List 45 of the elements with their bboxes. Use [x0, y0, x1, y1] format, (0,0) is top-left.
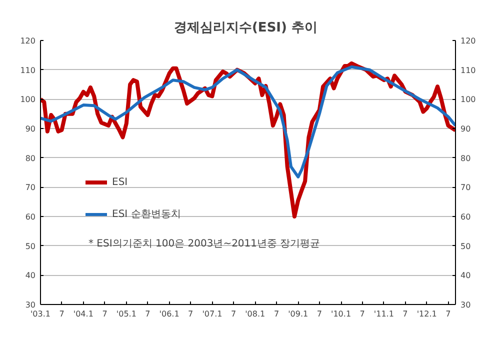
- y2-tick-label: 80: [460, 154, 471, 163]
- y-tick-label: 120: [20, 36, 36, 46]
- y2-tick-label: 50: [460, 242, 471, 251]
- x-tick-label: '10.1: [331, 310, 352, 318]
- x-tick-label: 7: [59, 310, 64, 318]
- y-tick-label: 70: [25, 183, 36, 192]
- x-tick-label: '11.1: [374, 310, 394, 318]
- y2-tick-label: 70: [460, 183, 471, 192]
- x-tick-label: '05.1: [116, 310, 136, 318]
- x-tick-label: 7: [274, 310, 280, 318]
- y-tick-label: 40: [25, 271, 36, 280]
- y-tick-label: 100: [20, 95, 36, 104]
- y2-tick-label: 90: [460, 124, 471, 134]
- y2-tick-label: 30: [460, 300, 471, 310]
- legend-label: ESI 순환변동치: [112, 208, 181, 221]
- legend-label: ESI: [112, 176, 129, 188]
- x-tick-label: 7: [446, 310, 451, 318]
- y-tick-label: 110: [20, 66, 36, 75]
- y-tick-label: 50: [25, 242, 36, 251]
- x-tick-label: '08.1: [245, 310, 266, 318]
- y2-tick-label: 120: [460, 36, 476, 46]
- y-tick-label: 30: [25, 300, 36, 310]
- x-tick-label: '09.1: [288, 310, 308, 318]
- x-tick-label: 7: [230, 310, 236, 318]
- x-tick-label: 7: [360, 310, 365, 318]
- x-tick-label: '03.1: [30, 310, 51, 318]
- x-tick-label: '12.1: [416, 310, 437, 318]
- y2-tick-label: 40: [460, 271, 471, 280]
- x-tick-label: '06.1: [159, 310, 180, 318]
- chart-title: 경제심리지수(ESI) 추이: [174, 20, 318, 36]
- x-tick-label: 7: [402, 310, 408, 318]
- x-tick-label: 7: [102, 310, 108, 318]
- x-tick-label: 7: [145, 310, 150, 318]
- x-tick-label: 7: [188, 310, 194, 318]
- y2-tick-label: 110: [460, 66, 476, 75]
- x-tick-label: 7: [316, 310, 322, 318]
- y2-tick-label: 60: [460, 212, 471, 222]
- y-tick-label: 60: [25, 212, 36, 222]
- x-tick-label: '07.1: [202, 310, 222, 318]
- line-series: [40, 65, 456, 178]
- x-tick-label: '04.1: [73, 310, 94, 318]
- y2-tick-label: 100: [460, 95, 476, 104]
- y-tick-label: 90: [25, 124, 36, 134]
- y-tick-label: 80: [25, 154, 36, 163]
- annotation: * ESI의기준치 100은 2003년~2011년중 장기평균: [88, 238, 320, 250]
